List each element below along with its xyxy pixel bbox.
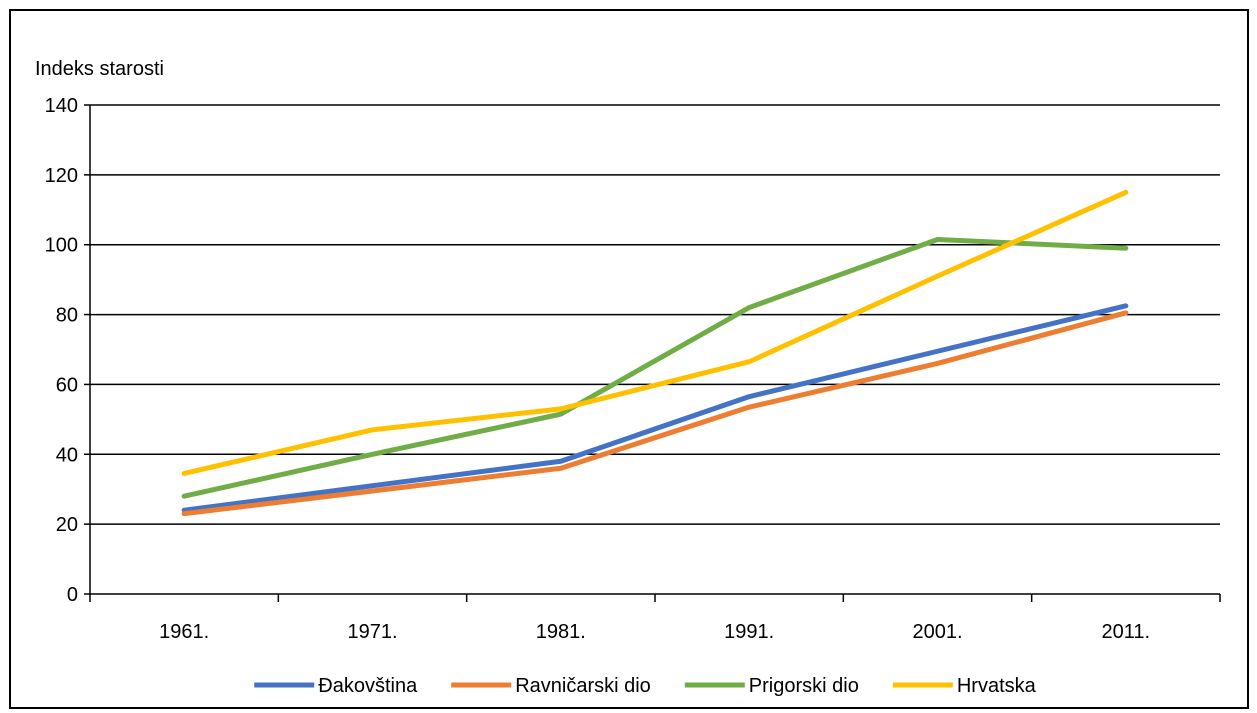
x-tick-label: 2001.	[912, 621, 962, 643]
y-axis-label: Indeks starosti	[35, 58, 164, 80]
legend-label: Đakovština	[318, 675, 418, 697]
y-tick-label: 60	[56, 374, 78, 396]
y-tick-label: 120	[45, 165, 78, 187]
x-tick-label: 1971.	[347, 621, 397, 643]
y-tick-label: 140	[45, 95, 78, 117]
legend-label: Prigorski dio	[749, 675, 859, 697]
series-line-3	[181, 189, 1129, 476]
x-tick-label: 1961.	[159, 621, 209, 643]
y-tick-label: 100	[45, 235, 78, 257]
series-lines	[181, 189, 1129, 517]
y-tick-label: 0	[67, 584, 78, 606]
axes	[84, 104, 1221, 602]
series-line-2	[181, 236, 1129, 499]
gridlines	[90, 104, 1220, 525]
y-tick-label: 40	[56, 444, 78, 466]
series-line-1	[181, 310, 1129, 517]
x-tick-label: 2011.	[1102, 621, 1151, 643]
series-line-0	[181, 303, 1129, 513]
y-tick-labels: 0 20 40 60 80 100 120 140	[45, 95, 78, 606]
x-tick-labels: 1961. 1971. 1981. 1991. 2001. 2011.	[159, 621, 1150, 643]
y-tick-label: 20	[56, 514, 78, 536]
legend-label: Hrvatska	[957, 675, 1037, 697]
y-tick-label: 80	[56, 305, 78, 327]
x-tick-label: 1981.	[536, 621, 586, 643]
legend-label: Ravničarski dio	[515, 675, 651, 697]
chart-frame	[9, 9, 1249, 709]
legend: Đakovština Ravničarski dio Prigorski dio Hr…	[254, 675, 1037, 697]
x-tick-label: 1991.	[724, 621, 774, 643]
